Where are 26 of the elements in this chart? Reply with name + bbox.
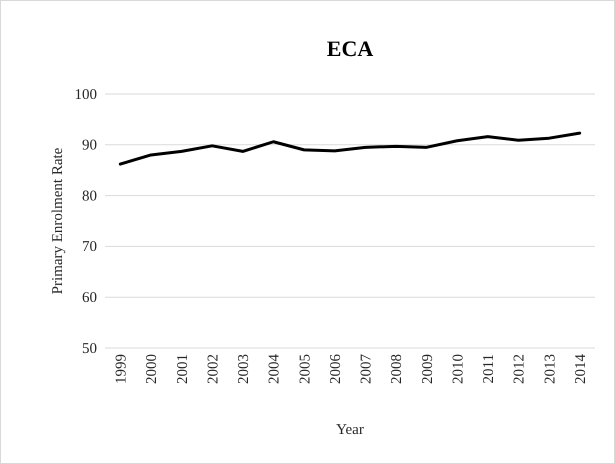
x-tick-label: 1999 <box>114 354 130 384</box>
x-tick-label: 2006 <box>328 354 344 384</box>
x-tick-label: 2001 <box>174 354 191 384</box>
y-tick-label: 70 <box>82 239 97 256</box>
x-tick-label: 2008 <box>389 354 406 384</box>
chart-title: ECA <box>326 36 374 61</box>
x-tick-label: 2005 <box>297 354 314 384</box>
x-tick-label: 2013 <box>542 354 558 384</box>
y-tick-label: 60 <box>82 290 97 306</box>
y-tick-label: 50 <box>82 340 97 357</box>
x-tick-label: 2012 <box>512 354 528 384</box>
y-axis-title: Primary Enrolment Rate <box>50 147 66 294</box>
x-tick-label: 2007 <box>358 354 375 384</box>
y-tick-label: 100 <box>74 86 97 103</box>
x-tick-label: 2004 <box>266 354 283 384</box>
x-tick-label: 2009 <box>420 354 436 384</box>
x-tick-label: 2010 <box>450 354 466 384</box>
x-axis-title: Year <box>336 422 364 438</box>
y-tick-label: 90 <box>82 138 97 154</box>
x-tick-label: 2000 <box>144 354 160 384</box>
line-series <box>118 132 582 166</box>
x-tick-label: 2003 <box>236 354 252 384</box>
x-tick-label: 2002 <box>205 354 222 384</box>
y-tick-label: 80 <box>82 188 97 204</box>
x-tick-label: 2011 <box>481 354 498 384</box>
x-tick-label: 2014 <box>572 354 589 384</box>
